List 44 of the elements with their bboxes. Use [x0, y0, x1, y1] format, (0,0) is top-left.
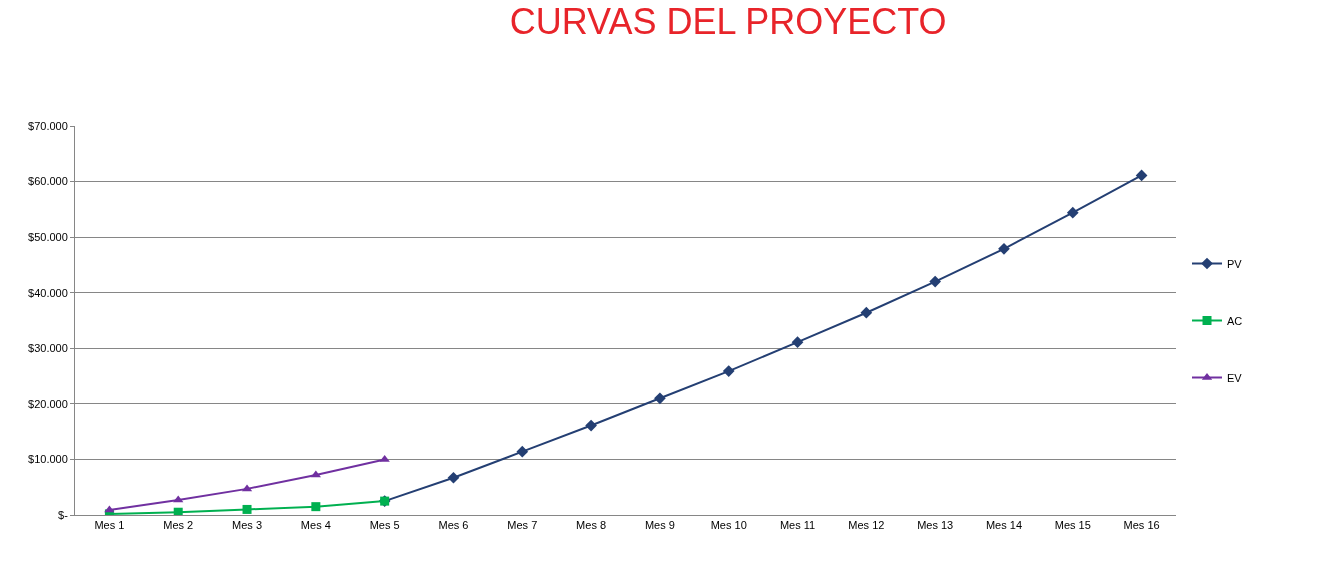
x-tick-label: Mes 9 — [644, 519, 675, 532]
point — [722, 365, 735, 377]
y-tick-label: $60.000 — [28, 175, 68, 188]
x-tick-label: Mes 15 — [1054, 519, 1091, 532]
y-tick-label: $50.000 — [28, 230, 68, 243]
x-tick-label: Mes 2 — [163, 519, 194, 532]
y-tick-label: $20.000 — [28, 397, 68, 410]
x-tick-label: Mes 7 — [507, 519, 538, 532]
x-tick-label: Mes 3 — [232, 519, 263, 532]
legend-label: AC — [1227, 314, 1243, 327]
point — [654, 392, 666, 405]
y-tick-label: $10.000 — [28, 453, 68, 466]
point — [242, 504, 252, 514]
x-tick-label: Mes 1 — [94, 519, 125, 532]
y-tick-label: $70.000 — [28, 119, 68, 132]
y-tick-label: $30.000 — [28, 342, 68, 355]
point — [929, 275, 942, 288]
point — [998, 242, 1010, 255]
legend-label: EV — [1227, 371, 1243, 384]
x-tick-label: Mes 11 — [779, 519, 816, 532]
point — [1066, 206, 1079, 219]
point — [173, 507, 183, 515]
chart-title: CURVAS DEL PROYECTO — [509, 0, 947, 42]
y-tick-label: $40.000 — [28, 286, 68, 299]
y-tick-label: $- — [58, 508, 69, 521]
point — [516, 445, 529, 458]
x-tick-label: Mes 6 — [438, 519, 469, 532]
x-tick-label: Mes 14 — [985, 519, 1023, 532]
point — [791, 336, 804, 349]
point — [173, 495, 184, 503]
point — [447, 471, 460, 484]
x-tick-label: Mes 13 — [917, 519, 954, 532]
x-tick-label: Mes 4 — [300, 519, 331, 532]
point — [860, 306, 873, 319]
x-tick-label: Mes 16 — [1123, 519, 1160, 532]
point — [379, 454, 390, 462]
x-tick-label: Mes 10 — [710, 519, 747, 532]
legend-label: PV — [1227, 257, 1243, 270]
point — [311, 502, 321, 512]
x-tick-label: Mes 12 — [848, 519, 885, 532]
point — [585, 419, 597, 432]
point — [1135, 169, 1148, 182]
x-tick-label: Mes 8 — [576, 519, 607, 532]
x-tick-label: Mes 5 — [369, 519, 400, 532]
